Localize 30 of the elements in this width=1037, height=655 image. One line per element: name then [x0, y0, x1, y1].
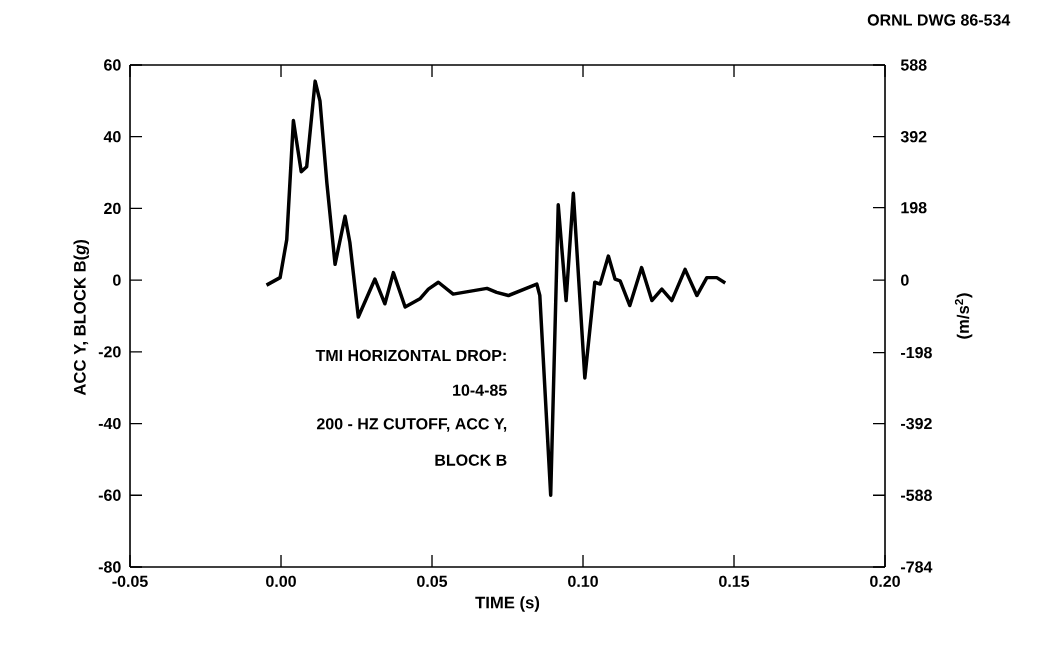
- y-tick-label: -40: [98, 417, 121, 430]
- x-tick-label: 0.05: [417, 575, 448, 588]
- y-tick-label: 40: [103, 131, 121, 143]
- y-tick-label: 20: [104, 202, 121, 215]
- x-tick-label: -0.05: [112, 575, 148, 588]
- y2-tick-label: -588: [901, 489, 932, 501]
- x-tick-label: 0.00: [266, 575, 296, 588]
- line-series: [264, 79, 727, 498]
- y2-tick-label: -784: [901, 561, 933, 573]
- annotation: BLOCK B: [435, 454, 507, 466]
- annotation: TMI HORIZONTAL DROP:: [315, 349, 506, 362]
- y-tick-label: -60: [98, 489, 121, 501]
- y-tick-label: 0: [113, 274, 121, 286]
- y2-tick-label: 392: [900, 131, 927, 143]
- text: ORNL DWG 86-534: [867, 14, 1011, 26]
- y-tick-label: 60: [104, 59, 121, 71]
- y2-tick-label: -198: [901, 346, 932, 359]
- y-tick-label: -80: [98, 561, 121, 573]
- y-tick-label: -20: [98, 346, 121, 358]
- y2-axis-title: (m/s$^{2}$): [954, 293, 973, 339]
- y2-tick-label: 0: [901, 274, 909, 286]
- y2-tick-label: -392: [901, 417, 932, 430]
- y2-tick-label: 198: [901, 202, 927, 214]
- annotation: 200 - HZ CUTOFF, ACC Y,: [316, 418, 507, 432]
- x-tick-label: 0.15: [719, 575, 750, 588]
- x-tick-label: 0.20: [870, 575, 900, 588]
- annotation: 10-4-85: [453, 384, 507, 396]
- y2-tick-label: 588: [900, 59, 927, 71]
- x-axis-title: TIME (s): [475, 596, 540, 612]
- x-tick-label: 0.10: [568, 575, 598, 588]
